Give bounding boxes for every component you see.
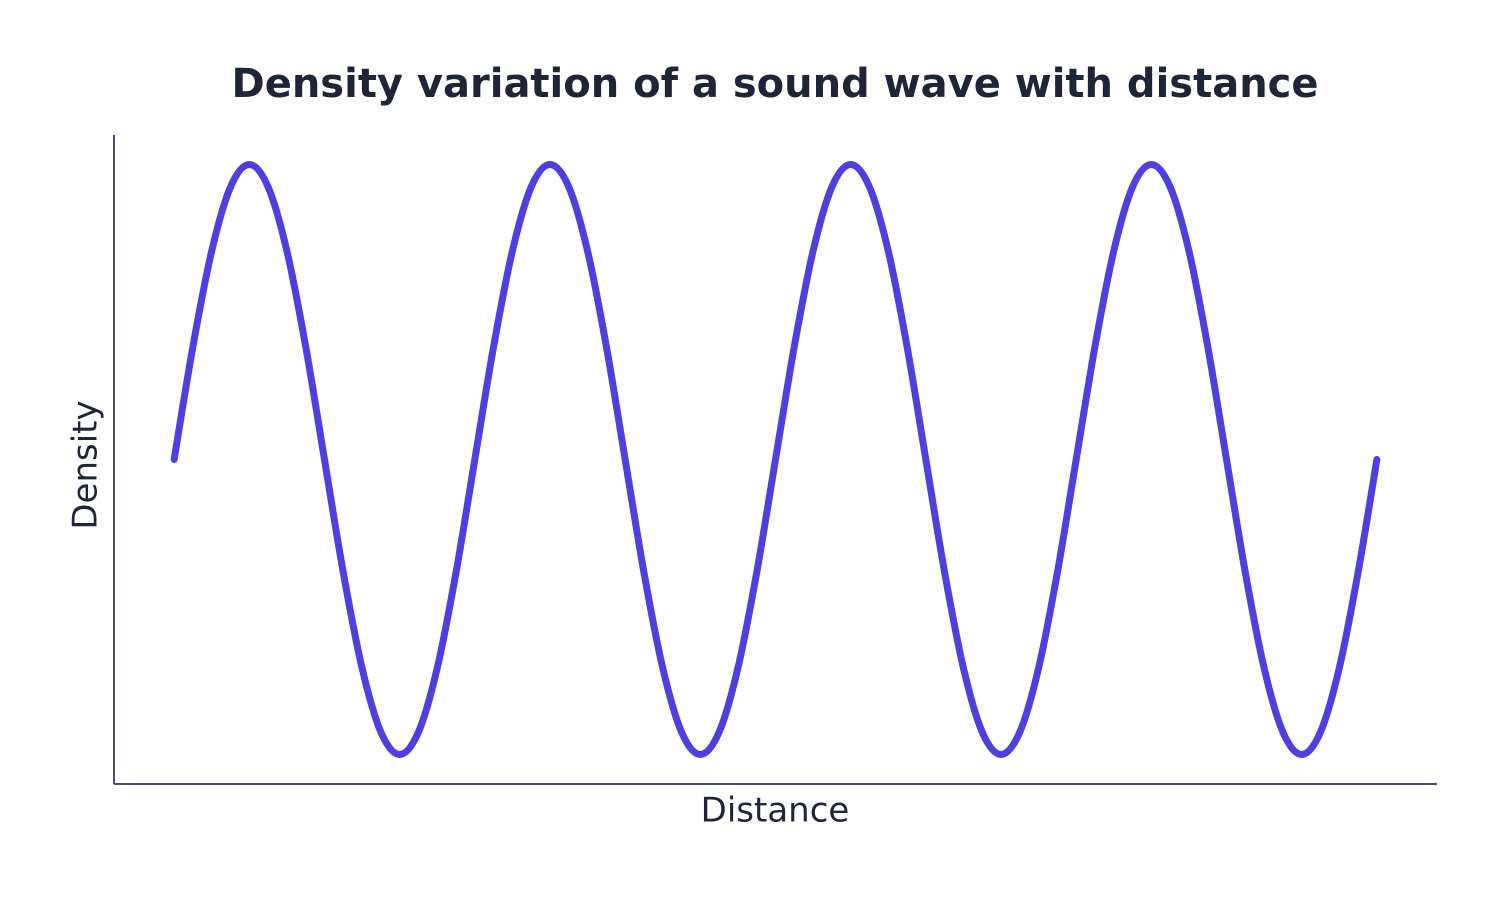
x-axis-label: Distance bbox=[701, 791, 850, 831]
y-axis-label: Density bbox=[66, 400, 106, 529]
chart-title: Density variation of a sound wave with d… bbox=[231, 61, 1318, 107]
data-line bbox=[170, 161, 1381, 758]
